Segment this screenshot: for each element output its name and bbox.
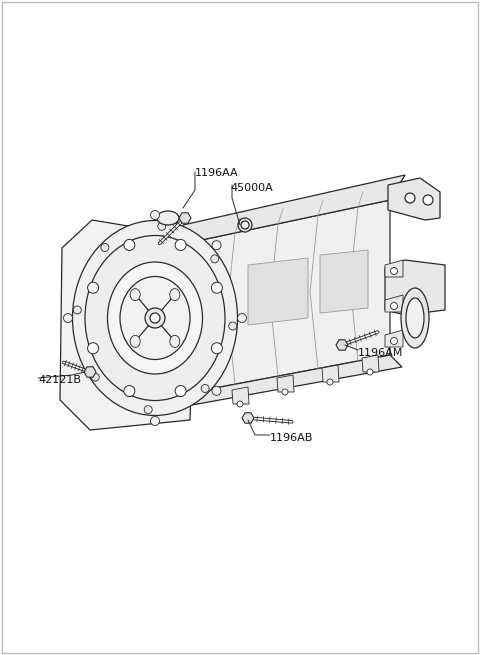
Text: 1196AB: 1196AB xyxy=(270,433,313,443)
Polygon shape xyxy=(320,250,368,313)
Polygon shape xyxy=(385,260,403,277)
Circle shape xyxy=(124,386,135,396)
Ellipse shape xyxy=(401,288,429,348)
Circle shape xyxy=(211,255,219,263)
Ellipse shape xyxy=(170,289,180,301)
Circle shape xyxy=(241,221,249,229)
Circle shape xyxy=(201,384,209,392)
Polygon shape xyxy=(385,295,403,312)
Circle shape xyxy=(91,373,99,381)
Ellipse shape xyxy=(108,262,203,374)
Text: 1196AA: 1196AA xyxy=(195,168,239,178)
Ellipse shape xyxy=(120,276,190,360)
Circle shape xyxy=(211,343,222,354)
Circle shape xyxy=(145,308,165,328)
Polygon shape xyxy=(385,260,445,315)
Circle shape xyxy=(238,218,252,232)
Ellipse shape xyxy=(130,289,140,301)
Polygon shape xyxy=(385,330,403,347)
Circle shape xyxy=(367,369,373,375)
Ellipse shape xyxy=(170,335,180,347)
Circle shape xyxy=(88,343,98,354)
Ellipse shape xyxy=(130,335,140,347)
Circle shape xyxy=(391,267,397,274)
Circle shape xyxy=(73,306,81,314)
Circle shape xyxy=(212,386,221,396)
Circle shape xyxy=(144,405,152,414)
Polygon shape xyxy=(179,213,191,223)
Ellipse shape xyxy=(72,221,238,415)
Polygon shape xyxy=(178,355,402,407)
Polygon shape xyxy=(322,365,339,382)
Circle shape xyxy=(88,282,98,293)
Polygon shape xyxy=(84,367,96,377)
Ellipse shape xyxy=(157,211,179,225)
Circle shape xyxy=(228,322,237,330)
Circle shape xyxy=(151,417,159,426)
Polygon shape xyxy=(388,178,440,220)
Circle shape xyxy=(391,303,397,310)
Circle shape xyxy=(150,313,160,323)
Text: 1196AM: 1196AM xyxy=(358,348,403,358)
Circle shape xyxy=(237,401,243,407)
Polygon shape xyxy=(178,200,390,395)
Circle shape xyxy=(63,314,72,322)
Circle shape xyxy=(423,195,433,205)
Polygon shape xyxy=(178,175,405,245)
Polygon shape xyxy=(232,387,249,404)
Circle shape xyxy=(405,193,415,203)
Ellipse shape xyxy=(406,298,424,338)
Polygon shape xyxy=(248,258,308,325)
Text: 42121B: 42121B xyxy=(38,375,81,385)
Circle shape xyxy=(211,282,222,293)
Circle shape xyxy=(101,244,109,252)
Circle shape xyxy=(391,337,397,345)
Circle shape xyxy=(151,210,159,219)
Circle shape xyxy=(124,240,135,250)
Circle shape xyxy=(158,222,166,231)
Circle shape xyxy=(238,314,247,322)
Polygon shape xyxy=(60,220,200,430)
Circle shape xyxy=(212,240,221,250)
Text: 45000A: 45000A xyxy=(230,183,273,193)
Circle shape xyxy=(175,386,186,396)
Circle shape xyxy=(282,389,288,395)
Circle shape xyxy=(175,240,186,250)
Polygon shape xyxy=(336,340,348,350)
Polygon shape xyxy=(277,375,294,392)
Ellipse shape xyxy=(85,236,225,400)
Circle shape xyxy=(327,379,333,385)
Polygon shape xyxy=(362,355,379,372)
Polygon shape xyxy=(242,413,254,423)
